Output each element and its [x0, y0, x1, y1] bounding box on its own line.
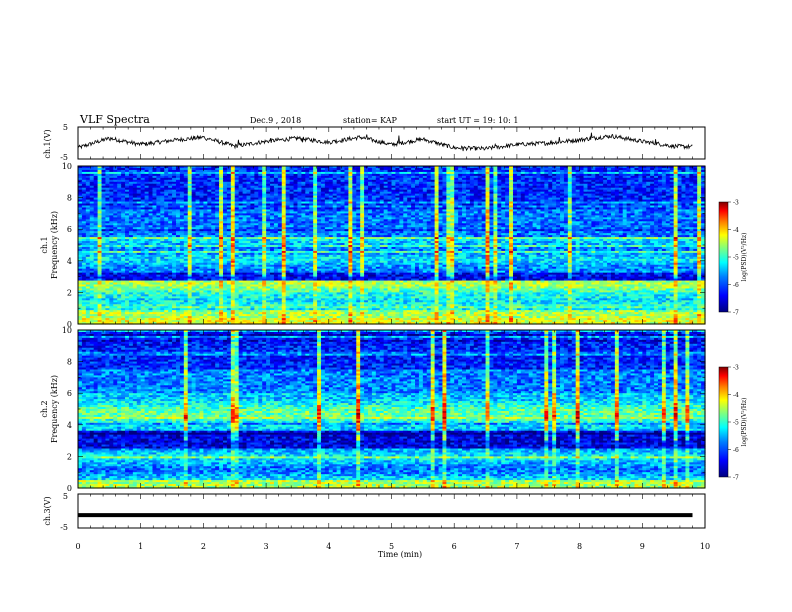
time-tick-label: 10	[700, 542, 710, 551]
ch2-colorbar-tick-labels: -3 -4 -5 -6 -7	[728, 365, 739, 482]
time-tick-label: 1	[138, 542, 143, 551]
ch2-spectrogram-image	[78, 330, 706, 489]
frequency-tick-label: 6	[67, 225, 72, 234]
ch2-colorbar	[719, 367, 728, 477]
ch3-waveform-frame	[78, 494, 705, 528]
colorbar-tick-label: -7	[733, 310, 739, 317]
colorbar-tick-label: -6	[733, 282, 739, 289]
start-time-label: start UT = 19: 10: 1	[437, 116, 518, 125]
time-tick-label: 6	[452, 542, 457, 551]
ch3-waveform-ylabel: ch.3(V)	[43, 496, 52, 525]
time-tick-label: 4	[326, 542, 331, 551]
ch2-channel-label: ch.2	[40, 400, 49, 417]
time-tick-label: 8	[577, 542, 582, 551]
frequency-tick-label: 10	[62, 162, 72, 171]
colorbar-tick-label: -3	[733, 200, 739, 207]
vlf-spectra-figure: VLF Spectra Dec.9 , 2018 station= KAP st…	[0, 0, 792, 612]
frequency-tick-label: 8	[67, 194, 72, 203]
ch1-colorbar-label: log(PSD)(V²/Hz)	[741, 233, 748, 282]
colorbar-tick-label: -3	[733, 365, 739, 372]
time-tick-label: 9	[640, 542, 645, 551]
frequency-tick-label: 2	[67, 452, 72, 461]
ch1-ytick-bottom: -5	[60, 153, 68, 162]
ch1-ytick-top: 5	[63, 123, 68, 132]
colorbar-tick-label: -5	[733, 255, 739, 262]
frequency-tick-label: 8	[67, 358, 72, 367]
frequency-tick-label: 2	[67, 288, 72, 297]
ch2-colorbar-label: log(PSD)(V²/Hz)	[741, 398, 748, 447]
colorbar-tick-label: -4	[733, 227, 739, 234]
time-tick-label: 0	[75, 542, 80, 551]
frequency-tick-label: 10	[62, 326, 72, 335]
ch1-channel-label: ch.1	[40, 236, 49, 253]
frequency-tick-label: 4	[67, 257, 72, 266]
time-tick-label: 7	[514, 542, 519, 551]
colorbar-tick-label: -6	[733, 447, 739, 454]
frequency-tick-label: 4	[67, 421, 72, 430]
ch3-ytick-top: 5	[63, 492, 68, 501]
ch1-colorbar	[719, 202, 728, 312]
figure-title: VLF Spectra	[79, 113, 150, 126]
colorbar-tick-label: -7	[733, 475, 739, 482]
ch1-colorbar-tick-labels: -3 -4 -5 -6 -7	[728, 200, 739, 317]
ch2-spectrogram-ylabel: Frequency (kHz)	[50, 375, 59, 443]
colorbar-tick-label: -5	[733, 420, 739, 427]
ch1-waveform-panel: 5 -5 ch.1(V)	[43, 123, 705, 162]
time-tick-label: 2	[201, 542, 206, 551]
colorbar-tick-label: -4	[733, 392, 739, 399]
frequency-tick-label: 6	[67, 389, 72, 398]
time-tick-label: 3	[264, 542, 269, 551]
ch1-spectrogram-image	[78, 166, 706, 325]
time-axis-label: Time (min)	[378, 550, 422, 559]
ch3-ytick-bottom: -5	[60, 523, 68, 532]
ch3-waveform-panel: 5 -5 ch.3(V)	[43, 492, 705, 532]
date-label: Dec.9 , 2018	[250, 116, 301, 125]
ch1-spectrogram-ylabel: Frequency (kHz)	[50, 211, 59, 279]
station-label: station= KAP	[343, 116, 398, 125]
ch1-waveform-ylabel: ch.1(V)	[43, 129, 52, 158]
